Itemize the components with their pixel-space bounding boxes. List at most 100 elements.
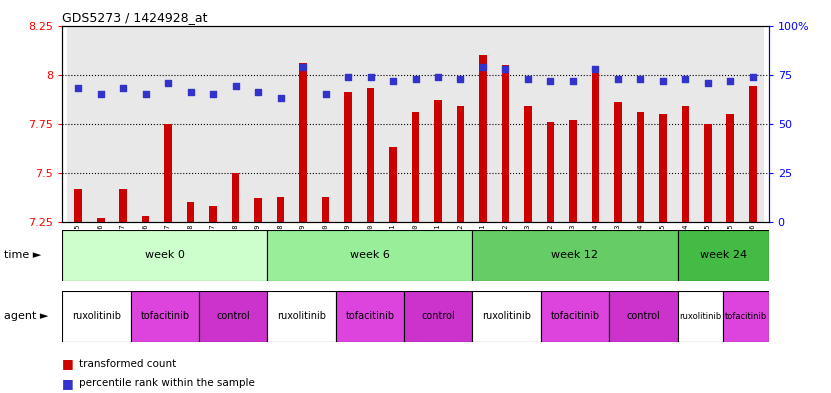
Text: tofacitinib: tofacitinib — [725, 312, 767, 321]
Text: week 6: week 6 — [350, 250, 390, 261]
Bar — [269, 26, 292, 222]
Text: week 12: week 12 — [552, 250, 598, 261]
Bar — [434, 100, 442, 222]
Bar — [742, 26, 765, 222]
Point — [656, 77, 670, 84]
Text: ruxolitinib: ruxolitinib — [679, 312, 721, 321]
Bar — [659, 114, 667, 222]
Bar — [130, 291, 199, 342]
Bar — [677, 291, 723, 342]
Text: time ►: time ► — [4, 250, 42, 261]
Text: ■: ■ — [62, 376, 74, 390]
Bar — [336, 291, 404, 342]
Bar — [411, 112, 420, 222]
Bar — [247, 26, 269, 222]
Point — [409, 75, 422, 82]
Point — [566, 77, 579, 84]
Bar — [224, 26, 247, 222]
Bar — [473, 230, 677, 281]
Point — [746, 73, 760, 80]
Bar — [637, 112, 644, 222]
Bar — [609, 291, 677, 342]
Point — [229, 83, 242, 90]
Text: control: control — [216, 311, 250, 321]
Bar — [179, 26, 202, 222]
Text: transformed count: transformed count — [79, 358, 176, 369]
Point — [184, 89, 197, 95]
Bar — [74, 189, 82, 222]
Point — [94, 91, 107, 97]
Text: ruxolitinib: ruxolitinib — [277, 311, 326, 321]
Bar — [719, 26, 742, 222]
Bar — [494, 26, 517, 222]
Text: ruxolitinib: ruxolitinib — [72, 311, 121, 321]
Bar — [187, 202, 194, 222]
Point — [476, 64, 489, 70]
Point — [252, 89, 265, 95]
Bar — [473, 291, 541, 342]
Bar — [629, 26, 652, 222]
Text: GDS5273 / 1424928_at: GDS5273 / 1424928_at — [62, 11, 208, 24]
Bar — [479, 55, 487, 222]
Bar — [389, 147, 397, 222]
Bar — [164, 124, 172, 222]
Bar — [202, 26, 224, 222]
Bar — [119, 189, 127, 222]
Bar — [277, 196, 284, 222]
Point — [386, 77, 400, 84]
Bar — [726, 114, 735, 222]
Bar — [674, 26, 696, 222]
Bar — [199, 291, 268, 342]
Bar — [141, 216, 150, 222]
Bar — [704, 124, 712, 222]
Bar — [541, 291, 609, 342]
Point — [499, 66, 512, 72]
Bar — [112, 26, 135, 222]
Text: ruxolitinib: ruxolitinib — [482, 311, 531, 321]
Text: percentile rank within the sample: percentile rank within the sample — [79, 378, 255, 388]
Bar — [232, 173, 239, 222]
Bar — [96, 218, 105, 222]
Point — [364, 73, 377, 80]
Point — [274, 95, 288, 101]
Point — [634, 75, 647, 82]
Bar — [66, 26, 89, 222]
Bar — [366, 88, 375, 222]
Bar — [314, 26, 337, 222]
Bar — [502, 65, 509, 222]
Text: control: control — [421, 311, 455, 321]
Bar — [749, 86, 757, 222]
Point — [71, 85, 85, 92]
Bar — [584, 26, 607, 222]
Text: agent ►: agent ► — [4, 311, 48, 321]
Bar — [677, 230, 769, 281]
Bar — [292, 26, 314, 222]
Bar — [344, 92, 352, 222]
Bar — [681, 106, 690, 222]
Bar — [209, 206, 217, 222]
Text: tofacitinib: tofacitinib — [140, 311, 189, 321]
Point — [701, 79, 715, 86]
Bar — [381, 26, 404, 222]
Point — [139, 91, 152, 97]
Bar — [547, 122, 554, 222]
Bar — [299, 63, 307, 222]
Bar — [450, 26, 472, 222]
Bar — [524, 106, 532, 222]
Point — [543, 77, 557, 84]
Text: tofacitinib: tofacitinib — [346, 311, 395, 321]
Bar — [652, 26, 674, 222]
Point — [612, 75, 625, 82]
Point — [206, 91, 219, 97]
Bar — [254, 198, 262, 222]
Bar — [427, 26, 450, 222]
Bar — [268, 291, 336, 342]
Bar — [157, 26, 179, 222]
Bar — [569, 120, 577, 222]
Bar — [614, 102, 622, 222]
Bar — [723, 291, 769, 342]
Text: tofacitinib: tofacitinib — [550, 311, 599, 321]
Point — [319, 91, 332, 97]
Point — [431, 73, 445, 80]
Bar — [268, 230, 473, 281]
